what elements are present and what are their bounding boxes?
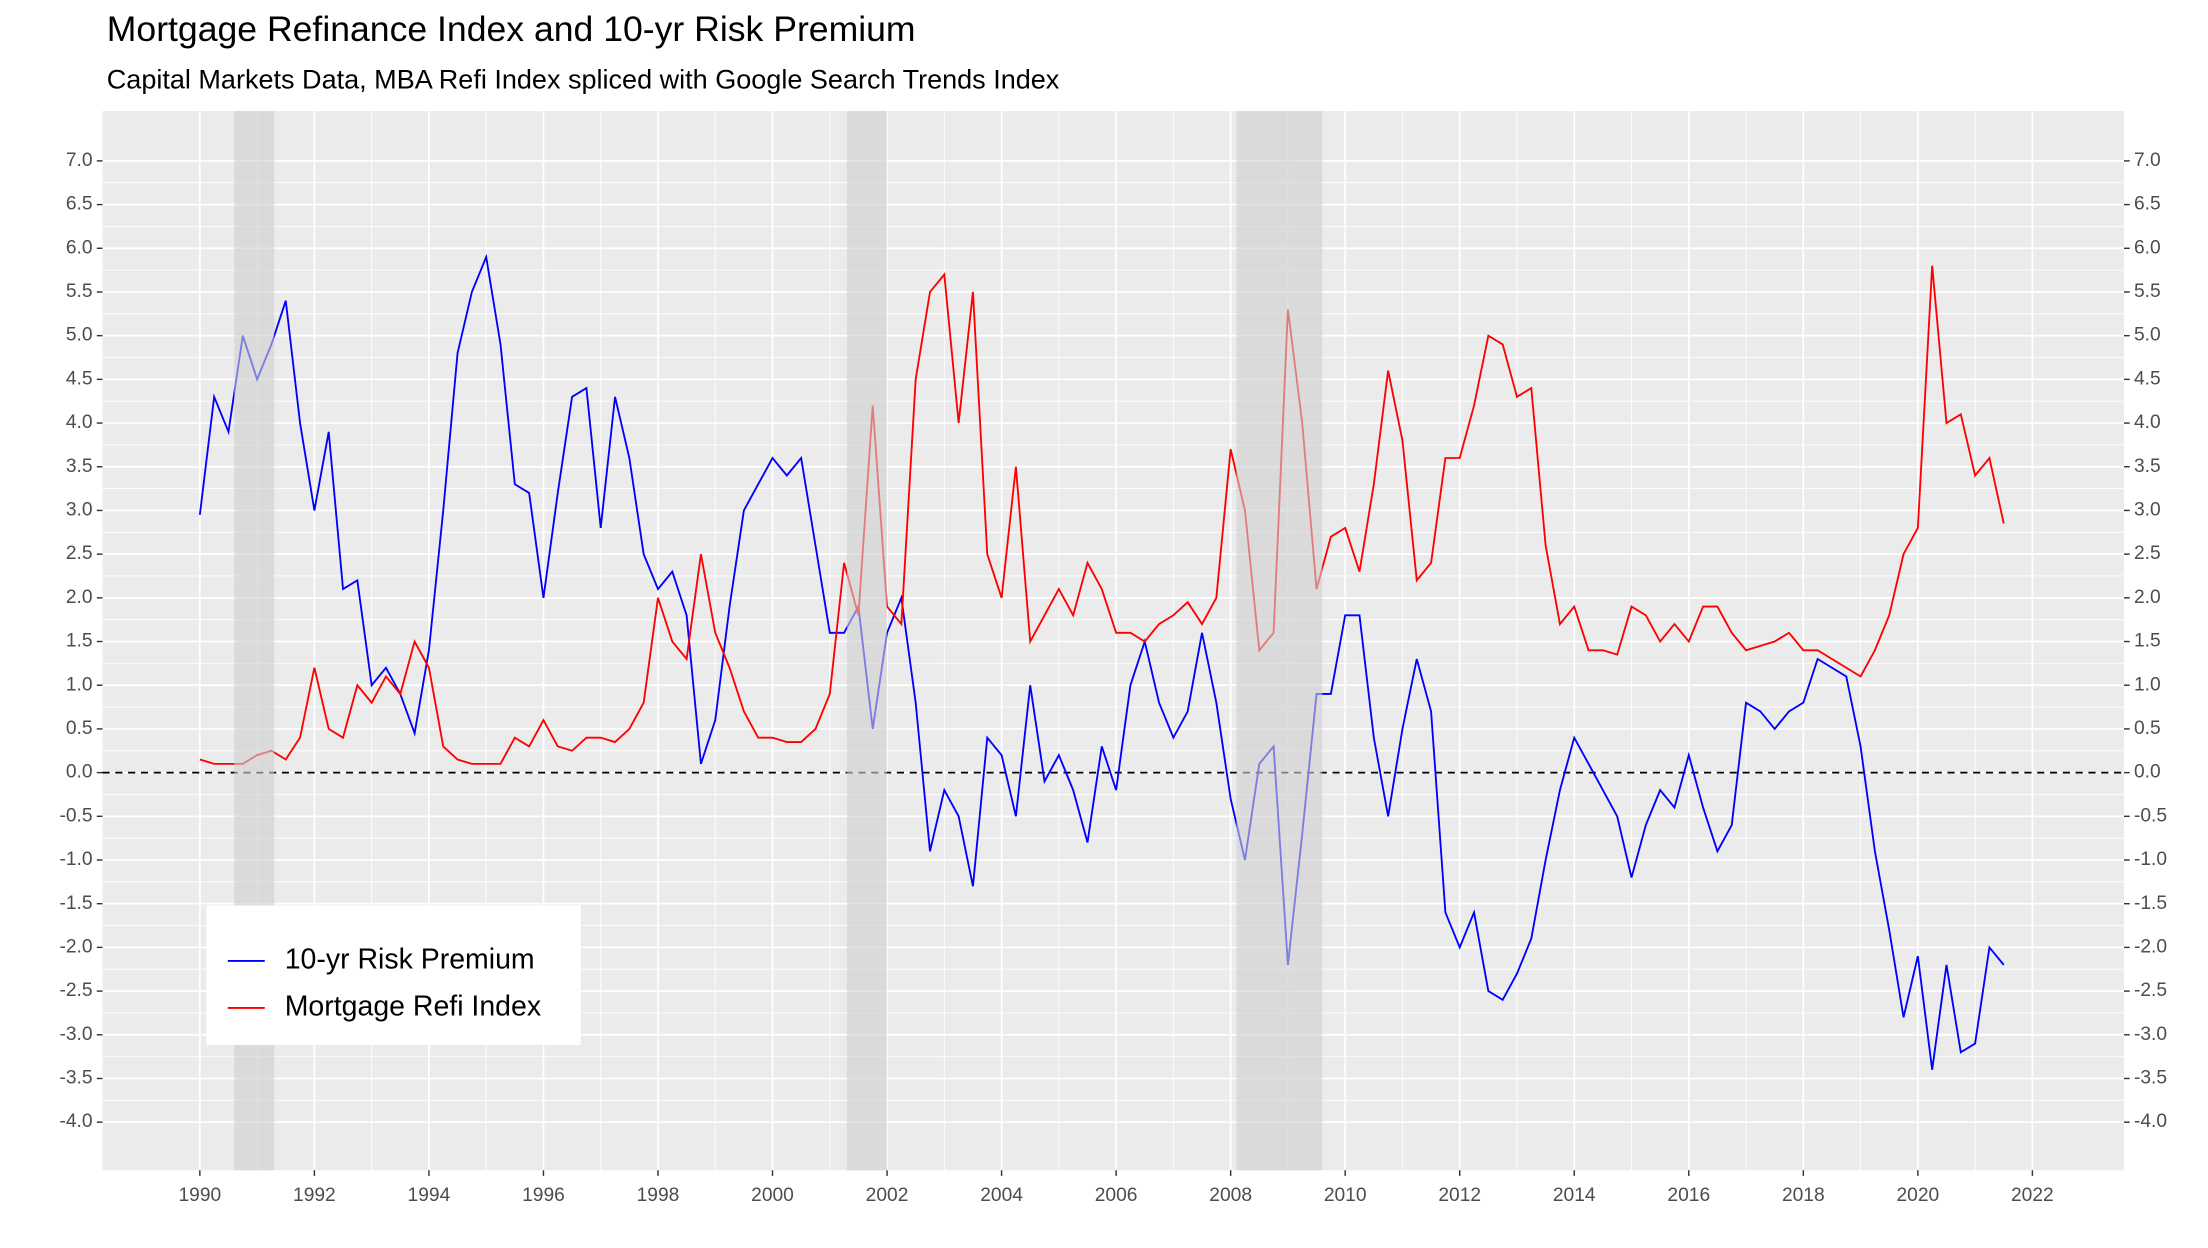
- y2-tick-label: -3.0: [2134, 1024, 2167, 1045]
- recession-band: [846, 111, 888, 1171]
- y-tick-label: -0.5: [59, 805, 92, 826]
- chart-subtitle: Capital Markets Data, MBA Refi Index spl…: [107, 64, 1060, 94]
- x-tick-label: 2022: [2011, 1185, 2054, 1206]
- x-tick-label: 2010: [1324, 1185, 1367, 1206]
- y2-tick-label: 2.5: [2134, 543, 2161, 564]
- x-tick-label: 2018: [1782, 1185, 1825, 1206]
- y2-tick-label: -1.0: [2134, 849, 2167, 870]
- chart-title: Mortgage Refinance Index and 10-yr Risk …: [107, 9, 916, 49]
- x-tick-label: 2000: [751, 1185, 794, 1206]
- y-tick-label: 6.0: [66, 237, 93, 258]
- x-tick-label: 2016: [1667, 1185, 1710, 1206]
- y-tick-label: 3.0: [66, 500, 93, 521]
- y-tick-label: 0.0: [66, 762, 93, 783]
- y-tick-label: 2.0: [66, 587, 93, 608]
- x-tick-label: 1990: [178, 1185, 221, 1206]
- y2-tick-label: 1.0: [2134, 674, 2161, 695]
- y-tick-label: -1.5: [59, 893, 92, 914]
- y2-tick-label: -1.5: [2134, 893, 2167, 914]
- y2-tick-label: 3.5: [2134, 456, 2161, 477]
- y-tick-label: -2.5: [59, 980, 92, 1001]
- x-tick-label: 1992: [293, 1185, 336, 1206]
- y2-tick-label: -4.0: [2134, 1111, 2167, 1132]
- y-tick-label: -2.0: [59, 936, 92, 957]
- y-tick-label: 1.5: [66, 631, 93, 652]
- y2-tick-label: 7.0: [2134, 150, 2161, 171]
- x-tick-label: 2014: [1553, 1185, 1596, 1206]
- y-tick-label: 5.0: [66, 325, 93, 346]
- y-tick-label: -3.5: [59, 1068, 92, 1089]
- y-tick-label: -3.0: [59, 1024, 92, 1045]
- y2-tick-label: 5.0: [2134, 325, 2161, 346]
- series-line: [199, 265, 2005, 765]
- y2-tick-label: 1.5: [2134, 631, 2161, 652]
- x-tick-label: 2020: [1896, 1185, 1939, 1206]
- y2-tick-label: 6.0: [2134, 237, 2161, 258]
- y-tick-label: 2.5: [66, 543, 93, 564]
- y2-tick-label: 6.5: [2134, 194, 2161, 215]
- x-tick-label: 2008: [1209, 1185, 1252, 1206]
- y-tick-label: 4.0: [66, 412, 93, 433]
- y2-tick-label: 5.5: [2134, 281, 2161, 302]
- x-tick-label: 1998: [637, 1185, 680, 1206]
- series-line: [198, 253, 2005, 1070]
- x-tick-label: 2012: [1438, 1185, 1481, 1206]
- y-tick-label: 0.5: [66, 718, 93, 739]
- y2-tick-label: -0.5: [2134, 805, 2167, 826]
- x-tick-label: 2006: [1095, 1185, 1138, 1206]
- y2-tick-label: -2.5: [2134, 980, 2167, 1001]
- x-tick-label: 1994: [408, 1185, 451, 1206]
- y-tick-label: 7.0: [66, 150, 93, 171]
- y2-tick-label: 3.0: [2134, 500, 2161, 521]
- y2-tick-label: 0.0: [2134, 762, 2161, 783]
- y-tick-label: -1.0: [59, 849, 92, 870]
- legend-label: Mortgage Refi Index: [285, 990, 541, 1022]
- legend-box: [206, 905, 581, 1045]
- y-tick-label: 4.5: [66, 368, 93, 389]
- y-tick-label: 6.5: [66, 194, 93, 215]
- y2-tick-label: -2.0: [2134, 936, 2167, 957]
- y2-tick-label: 0.5: [2134, 718, 2161, 739]
- legend-label: 10-yr Risk Premium: [285, 943, 535, 975]
- y2-tick-label: 2.0: [2134, 587, 2161, 608]
- x-tick-label: 1996: [522, 1185, 565, 1206]
- y-tick-label: 1.0: [66, 674, 93, 695]
- x-tick-label: 2002: [866, 1185, 909, 1206]
- y-tick-label: -4.0: [59, 1111, 92, 1132]
- x-tick-label: 2004: [980, 1185, 1023, 1206]
- y-tick-label: 5.5: [66, 281, 93, 302]
- recession-band: [1236, 111, 1323, 1171]
- y2-tick-label: 4.0: [2134, 412, 2161, 433]
- y-tick-label: 3.5: [66, 456, 93, 477]
- y2-tick-label: -3.5: [2134, 1068, 2167, 1089]
- y2-tick-label: 4.5: [2134, 368, 2161, 389]
